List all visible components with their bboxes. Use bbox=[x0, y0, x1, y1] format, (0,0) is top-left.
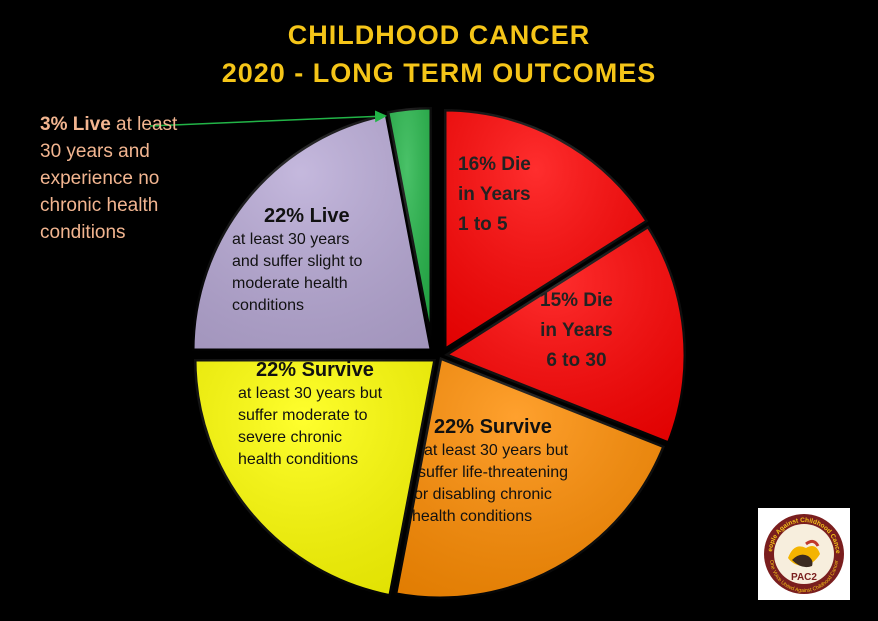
slice-label-16: 16% Die in Years 1 to 5 bbox=[458, 154, 531, 235]
slice-label-22-survive-severe: 22% Survive at least 30 years but suffer… bbox=[412, 416, 569, 525]
slice-callout-3-live: 3% Live at least 30 years and experience… bbox=[40, 114, 178, 243]
pie-slice-shine-s3 bbox=[386, 107, 432, 349]
pie-slice-shine-s22b bbox=[193, 359, 436, 597]
chart-title-line-2: 2020 - LONG TERM OUTCOMES bbox=[221, 58, 657, 88]
slice-label-22-survive-moderate: 22% Survive at least 30 years but suffer… bbox=[238, 359, 383, 468]
callout-arrow bbox=[149, 110, 387, 127]
pie-slice-shine-s22a bbox=[394, 357, 666, 599]
chart-title-line-1: CHILDHOOD CANCER bbox=[287, 20, 591, 50]
pac2-logo: People Against Childhood Cancer One Voic… bbox=[756, 503, 850, 600]
pie-slice-shine-s15 bbox=[444, 225, 687, 445]
slice-label-22-live: 22% Live at least 30 years and suffer sl… bbox=[232, 205, 363, 314]
pie-slice-shine-s16 bbox=[444, 109, 649, 351]
pie-slice-shine-s22c bbox=[192, 113, 434, 351]
slice-label-15: 15% Die in Years 6 to 30 bbox=[540, 290, 613, 371]
logo-center-text: PAC2 bbox=[791, 572, 817, 583]
